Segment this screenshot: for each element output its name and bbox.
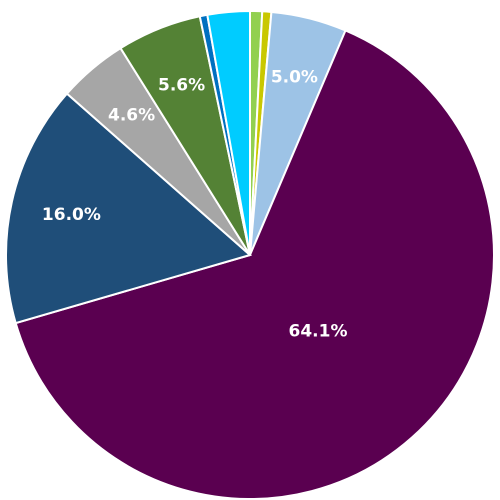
data-label: 5.0% (271, 67, 318, 87)
data-label: 16.0% (42, 205, 101, 225)
data-label: 4.6% (108, 105, 155, 125)
data-label: 5.6% (158, 75, 205, 95)
pie-slice (5, 92, 253, 325)
pie-slice (206, 9, 251, 256)
pie-slice (14, 29, 495, 500)
data-label: 64.1% (289, 322, 348, 342)
